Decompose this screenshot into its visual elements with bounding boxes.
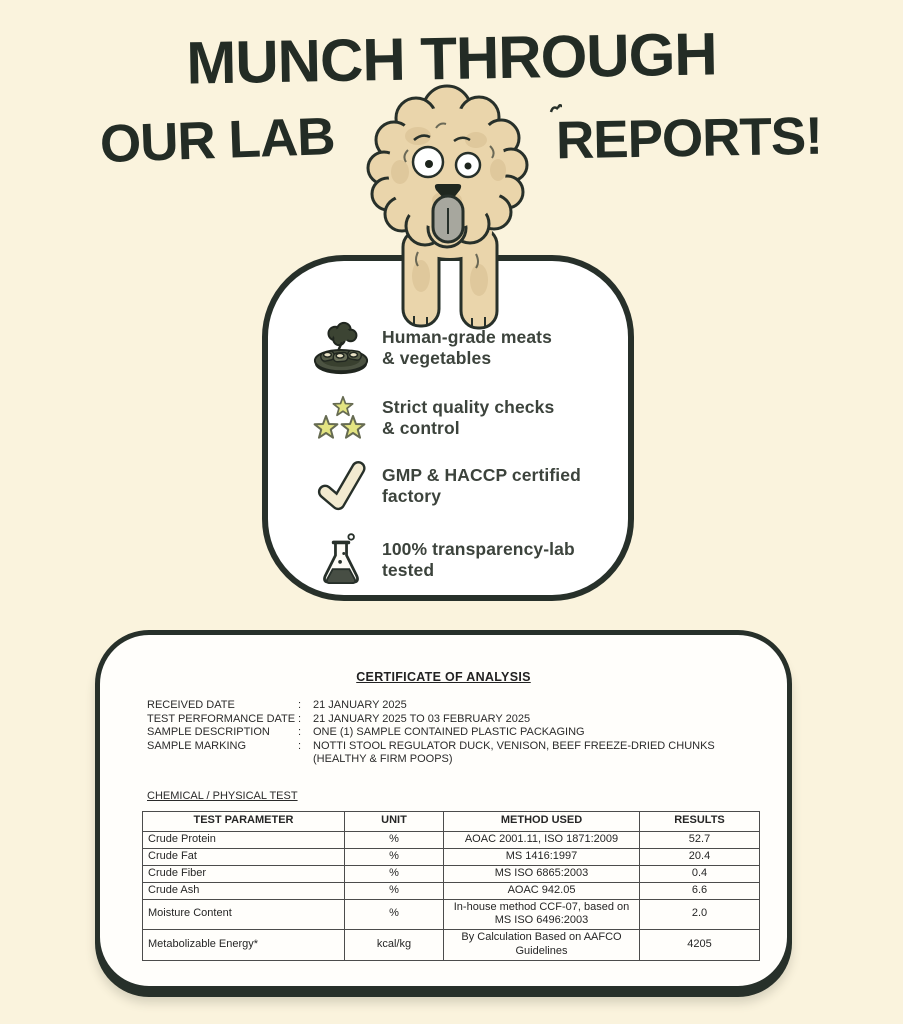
table-cell: 52.7 xyxy=(639,830,760,849)
column-header: TEST PARAMETER xyxy=(142,810,345,832)
dog-illustration xyxy=(366,84,562,330)
meta-row-test-performance-date: TEST PERFORMANCE DATE : 21 JANUARY 2025 … xyxy=(147,713,787,727)
meta-row-sample-marking: SAMPLE MARKING : NOTTI STOOL REGULATOR D… xyxy=(147,740,787,767)
feature-label: GMP & HACCP certified factory xyxy=(382,465,581,506)
table-header-row: TEST PARAMETER UNIT METHOD USED RESULTS xyxy=(142,810,760,832)
table-row: Crude Fat % MS 1416:1997 20.4 xyxy=(142,847,760,866)
table-row: Moisture Content % In-house method CCF-0… xyxy=(142,898,760,930)
certificate-card: CERTIFICATE OF ANALYSIS RECEIVED DATE : … xyxy=(95,630,792,991)
meta-value: ONE (1) SAMPLE CONTAINED PLASTIC PACKAGI… xyxy=(313,726,585,738)
table-cell: 20.4 xyxy=(639,847,760,866)
meta-label: SAMPLE MARKING xyxy=(147,739,247,752)
meta-row-sample-description: SAMPLE DESCRIPTION : ONE (1) SAMPLE CONT… xyxy=(147,726,787,740)
meat-plate-icon xyxy=(306,319,376,377)
table-row: Crude Protein % AOAC 2001.11, ISO 1871:2… xyxy=(142,830,760,849)
meta-label: RECEIVED DATE xyxy=(147,699,235,711)
column-header: UNIT xyxy=(344,810,444,832)
feature-card: Human-grade meats & vegetables Strict qu… xyxy=(262,255,634,601)
table-cell: MS ISO 6865:2003 xyxy=(443,864,640,883)
table-cell: Crude Fiber xyxy=(142,864,345,883)
table-cell: Crude Fat xyxy=(142,847,345,866)
feature-label: 100% transparency-lab tested xyxy=(382,539,575,580)
feature-label: Strict quality checks & control xyxy=(382,397,555,438)
table-cell: % xyxy=(344,847,444,866)
certificate-title: CERTIFICATE OF ANALYSIS xyxy=(356,670,531,684)
section-title-chemical-physical-test: CHEMICAL / PHYSICAL TEST xyxy=(147,789,298,802)
results-table: TEST PARAMETER UNIT METHOD USED RESULTS … xyxy=(142,810,760,961)
table-cell: Moisture Content xyxy=(142,898,345,930)
feature-label: Human-grade meats & vegetables xyxy=(382,327,552,368)
table-cell: Metabolizable Energy* xyxy=(142,929,345,961)
column-header: RESULTS xyxy=(639,810,760,832)
column-header: METHOD USED xyxy=(443,810,640,832)
meta-colon: : xyxy=(298,712,302,725)
feature-row-quality: Strict quality checks & control xyxy=(306,394,614,442)
meta-label: TEST PERFORMANCE DATE xyxy=(147,712,296,725)
table-cell: % xyxy=(344,881,444,900)
meta-label: SAMPLE DESCRIPTION xyxy=(147,726,270,738)
table-cell: % xyxy=(344,864,444,883)
table-cell: AOAC 2001.11, ISO 1871:2009 xyxy=(443,830,640,849)
table-row: Crude Fiber % MS ISO 6865:2003 0.4 xyxy=(142,864,760,883)
meta-row-received-date: RECEIVED DATE : 21 JANUARY 2025 xyxy=(147,699,787,713)
table-row: Metabolizable Energy* kcal/kg By Calcula… xyxy=(142,929,760,961)
meta-value: 21 JANUARY 2025 TO 03 FEBRUARY 2025 xyxy=(313,712,531,725)
table-cell: 6.6 xyxy=(639,881,760,900)
meta-colon: : xyxy=(298,699,302,711)
table-cell: kcal/kg xyxy=(344,929,444,961)
meta-colon: : xyxy=(298,739,302,752)
table-cell: In-house method CCF-07, based on MS ISO … xyxy=(443,898,640,930)
title-our-lab: OUR LAB xyxy=(99,106,336,175)
title-reports: REPORTS! xyxy=(555,106,823,171)
table-cell: 4205 xyxy=(639,929,760,961)
flask-icon xyxy=(306,530,376,590)
table-cell: Crude Protein xyxy=(142,830,345,849)
table-cell: 0.4 xyxy=(639,864,760,883)
feature-row-certified: GMP & HACCP certified factory xyxy=(306,459,614,513)
table-cell: By Calculation Based on AAFCO Guidelines xyxy=(443,929,640,961)
checkmark-icon xyxy=(306,459,376,513)
feature-row-lab-tested: 100% transparency-lab tested xyxy=(306,530,614,590)
table-cell: MS 1416:1997 xyxy=(443,847,640,866)
meta-value: NOTTI STOOL REGULATOR DUCK, VENISON, BEE… xyxy=(313,739,715,766)
table-cell: 2.0 xyxy=(639,898,760,930)
stars-icon xyxy=(306,394,376,442)
table-cell: % xyxy=(344,898,444,930)
certificate-meta: RECEIVED DATE : 21 JANUARY 2025 TEST PER… xyxy=(147,699,787,767)
meta-value: 21 JANUARY 2025 xyxy=(313,699,407,711)
meta-colon: : xyxy=(298,726,302,738)
table-cell: AOAC 942.05 xyxy=(443,881,640,900)
table-cell: Crude Ash xyxy=(142,881,345,900)
table-cell: % xyxy=(344,830,444,849)
feature-row-meats: Human-grade meats & vegetables xyxy=(306,319,614,377)
table-row: Crude Ash % AOAC 942.05 6.6 xyxy=(142,881,760,900)
